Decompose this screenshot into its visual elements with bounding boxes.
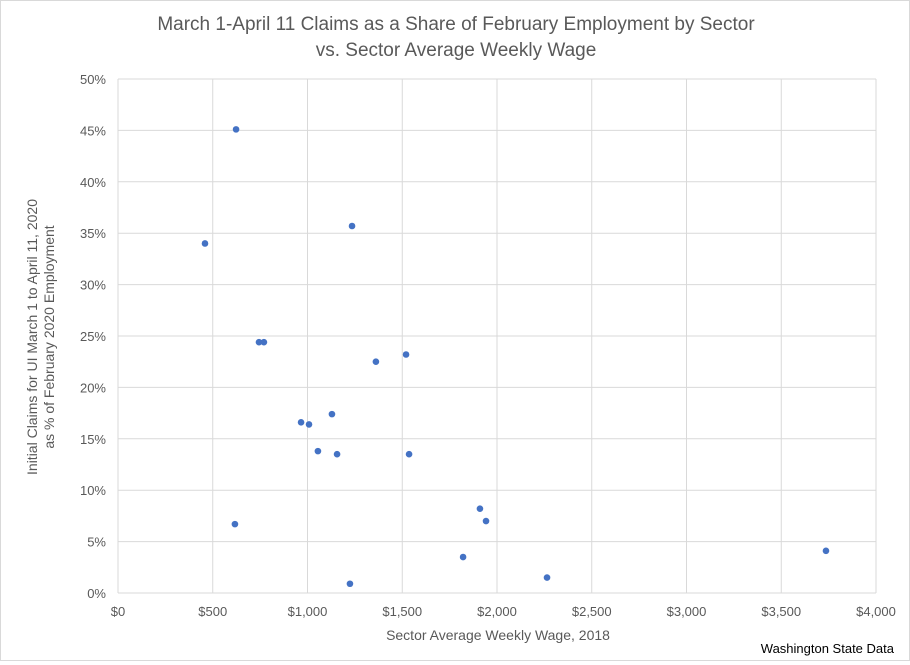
x-tick-label: $1,000 (288, 604, 328, 619)
gridlines (117, 78, 877, 594)
data-point (232, 126, 240, 133)
data-point (201, 240, 209, 247)
data-point (482, 517, 490, 525)
chart-title-line-1: March 1-April 11 Claims as a Share of Fe… (157, 14, 755, 35)
x-tick-label: $3,000 (667, 604, 707, 619)
y-tick-label: 50% (80, 72, 106, 87)
data-point (543, 574, 551, 581)
y-axis-label-line-2: as % of February 2020 Employment (41, 225, 57, 448)
data-point (459, 553, 467, 561)
y-tick-label: 10% (80, 483, 106, 498)
data-point (405, 450, 413, 458)
y-tick-label: 45% (80, 123, 106, 138)
x-axis-label: Sector Average Weekly Wage, 2018 (386, 627, 610, 643)
data-point (372, 358, 380, 366)
data-point (346, 580, 354, 588)
data-point (260, 338, 268, 346)
data-point (476, 505, 484, 513)
source-annotation: Washington State Data (761, 641, 895, 656)
x-tick-label: $0 (111, 604, 125, 619)
y-tick-label: 20% (80, 380, 106, 395)
chart-title-line-2: vs. Sector Average Weekly Wage (316, 40, 597, 61)
x-tick-label: $2,500 (572, 604, 612, 619)
data-point (297, 419, 305, 426)
y-tick-label: 25% (80, 329, 106, 344)
y-tick-label: 15% (80, 432, 106, 447)
x-tick-label: $4,000 (856, 604, 896, 619)
x-tick-label: $1,500 (382, 604, 422, 619)
x-tick-label: $3,500 (761, 604, 801, 619)
x-tick-label: $2,000 (477, 604, 517, 619)
y-tick-label: 30% (80, 278, 106, 293)
data-point (328, 410, 336, 418)
data-point (348, 222, 356, 230)
data-point (402, 351, 410, 358)
y-tick-label: 35% (80, 226, 106, 241)
data-point (231, 520, 239, 528)
data-point (314, 447, 322, 455)
data-point (255, 338, 263, 346)
y-tick-label: 40% (80, 175, 106, 190)
data-point (333, 450, 341, 458)
x-tick-label: $500 (198, 604, 227, 619)
y-axis-label-line-1: Initial Claims for UI March 1 to April 1… (24, 199, 40, 475)
data-point (822, 547, 830, 555)
data-point (305, 421, 313, 428)
y-tick-label: 0% (87, 586, 106, 601)
y-tick-label: 5% (87, 535, 106, 550)
